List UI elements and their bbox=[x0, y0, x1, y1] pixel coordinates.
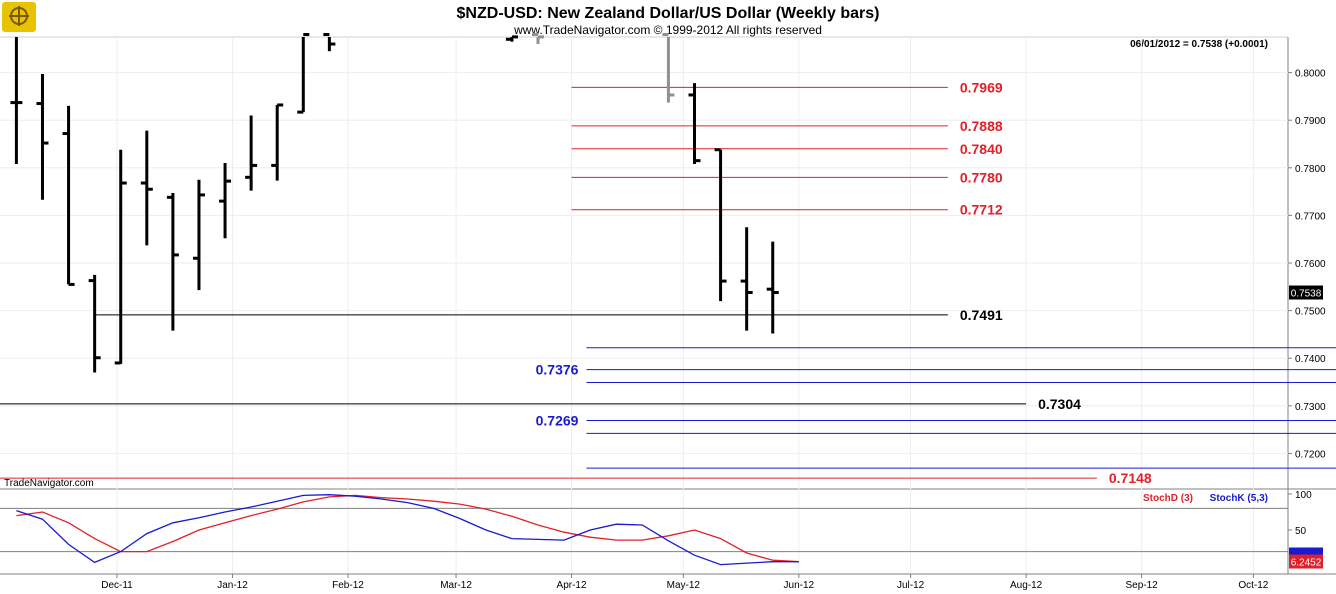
ohlc-bar bbox=[192, 179, 205, 291]
stoch-last-value-label: 6.2452 bbox=[1291, 558, 1322, 569]
tradenavigator-logo-icon bbox=[2, 2, 36, 32]
date-tick-label: Sep-12 bbox=[1125, 580, 1158, 591]
level-label: 0.7269 bbox=[536, 413, 579, 429]
legend-stoch-d: StochD (3) bbox=[1143, 493, 1193, 504]
stoch-series-line bbox=[16, 494, 799, 563]
ohlc-bar bbox=[36, 74, 49, 200]
level-label: 0.7888 bbox=[960, 118, 1003, 134]
price-tick-label: 0.7800 bbox=[1295, 164, 1326, 175]
price-axis: 0.8000 0.7900 0.7800 0.7700 0.7600 0.7500 0.74… bbox=[1288, 69, 1326, 460]
price-tick-label: 0.7600 bbox=[1295, 259, 1326, 270]
stoch-k-marker bbox=[1289, 547, 1323, 555]
ohlc-bar bbox=[505, 35, 518, 42]
stoch-series-line bbox=[16, 494, 799, 566]
ohlc-bar bbox=[62, 105, 75, 286]
date-tick-label: May-12 bbox=[667, 580, 701, 591]
ohlc-bar bbox=[688, 83, 701, 164]
price-tick-label: 0.7400 bbox=[1295, 354, 1326, 365]
legend-stoch-k: StochK (5,3) bbox=[1210, 493, 1268, 504]
ohlc-bar bbox=[114, 149, 127, 365]
support-resistance-levels: 0.7969 0.7888 0.7840 0.7780 0.7712 0.7491 0.74… bbox=[0, 79, 1336, 486]
level-label: 0.7491 bbox=[960, 307, 1003, 323]
price-gridlines bbox=[0, 37, 1288, 574]
last-price-box bbox=[1289, 285, 1323, 300]
ohlc-bar bbox=[271, 103, 284, 181]
level-label: 0.7712 bbox=[960, 202, 1003, 218]
price-tick-label: 0.8000 bbox=[1295, 69, 1326, 80]
ohlc-bar bbox=[10, 37, 23, 164]
price-tick-label: 0.7900 bbox=[1295, 116, 1326, 127]
chart-title: $NZD-USD: New Zealand Dollar/US Dollar (… bbox=[457, 5, 880, 22]
ohlc-bar bbox=[323, 33, 336, 52]
ohlc-bar bbox=[662, 33, 675, 103]
ohlc-bar bbox=[245, 115, 258, 191]
level-label: 0.7780 bbox=[960, 169, 1003, 185]
ohlc-bar bbox=[532, 33, 545, 45]
ohlc-bar bbox=[88, 274, 101, 373]
brand-label: TradeNavigator.com bbox=[4, 478, 94, 489]
date-tick-label: Oct-12 bbox=[1238, 580, 1268, 591]
price-panel bbox=[0, 36, 1336, 574]
date-tick-label: Aug-12 bbox=[1010, 580, 1043, 591]
date-axis: Dec-11 Jan-12 Feb-12 Mar-12 Apr-12 May-12 Jun-… bbox=[101, 574, 1269, 591]
ohlc-bar bbox=[140, 130, 153, 246]
price-tick-label: 0.7300 bbox=[1295, 402, 1326, 413]
date-tick-label: Apr-12 bbox=[557, 580, 587, 591]
date-tick-label: Jul-12 bbox=[897, 580, 925, 591]
level-label: 0.7148 bbox=[1109, 470, 1152, 486]
ohlc-bar bbox=[297, 33, 310, 114]
stoch-tick-label: 50 bbox=[1295, 526, 1307, 537]
stochastic-gridlines bbox=[0, 507, 1288, 553]
price-tick-label: 0.7500 bbox=[1295, 307, 1326, 318]
level-label: 0.7376 bbox=[536, 362, 579, 378]
price-tick-label: 0.7700 bbox=[1295, 211, 1326, 222]
ohlc-bar bbox=[219, 163, 232, 239]
date-tick-label: Dec-11 bbox=[101, 580, 133, 591]
price-tick-label: 0.7200 bbox=[1295, 449, 1326, 460]
price-bars bbox=[10, 33, 779, 373]
level-label: 0.7304 bbox=[1038, 396, 1081, 412]
stoch-tick-label: 100 bbox=[1295, 490, 1312, 501]
ohlc-bar bbox=[740, 227, 753, 331]
ohlc-bar bbox=[714, 148, 727, 302]
date-tick-label: Mar-12 bbox=[440, 580, 472, 591]
stoch-last-value-box bbox=[1289, 554, 1323, 569]
last-price-label: 0.7538 bbox=[1291, 289, 1322, 300]
date-tick-label: Jun-12 bbox=[784, 580, 815, 591]
date-tick-label: Feb-12 bbox=[332, 580, 364, 591]
date-tick-label: Jan-12 bbox=[217, 580, 248, 591]
ohlc-bar bbox=[766, 241, 779, 334]
level-label: 0.7969 bbox=[960, 79, 1003, 95]
ohlc-bar bbox=[166, 193, 179, 331]
stochastic-axis: 100 50 6.2452 bbox=[1287, 489, 1323, 574]
stochastic-lines bbox=[16, 494, 799, 566]
copyright-text: www.TradeNavigator.com © 1999-2012 All r… bbox=[513, 23, 822, 37]
level-label: 0.7840 bbox=[960, 141, 1003, 157]
price-readout: 06/01/2012 = 0.7538 (+0.0001) bbox=[1130, 39, 1268, 50]
